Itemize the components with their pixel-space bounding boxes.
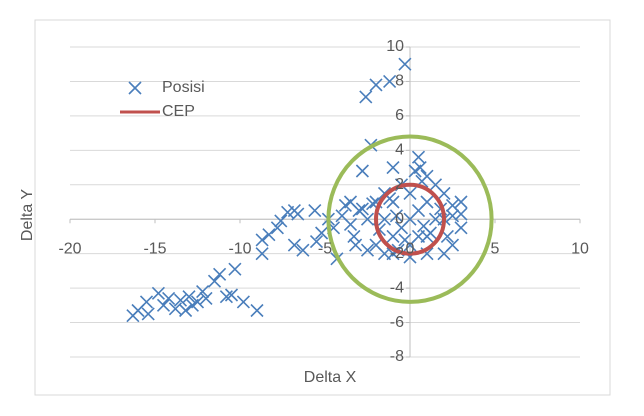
legend-label: CEP xyxy=(162,103,195,120)
marker xyxy=(355,202,369,216)
y-tick-label: -4 xyxy=(390,279,404,296)
marker xyxy=(315,226,329,240)
marker xyxy=(408,164,422,178)
marker xyxy=(343,195,358,209)
marker xyxy=(308,204,322,218)
marker xyxy=(291,207,305,221)
marker xyxy=(360,212,375,226)
marker xyxy=(219,290,233,304)
marker xyxy=(250,303,264,318)
marker xyxy=(141,307,155,321)
marker xyxy=(262,228,276,242)
marker xyxy=(274,214,288,228)
x-tick-label: 10 xyxy=(571,240,589,257)
marker xyxy=(270,221,284,235)
circle xyxy=(326,134,494,304)
marker xyxy=(190,295,205,309)
marker xyxy=(309,235,324,249)
marker xyxy=(454,195,468,209)
x-tick-label: -5 xyxy=(318,240,332,257)
marker xyxy=(207,274,222,288)
legend-label: Posisi xyxy=(162,79,205,96)
y-tick-label: 0 xyxy=(395,210,404,227)
y-tick-label: 4 xyxy=(395,142,404,159)
marker xyxy=(228,262,242,276)
marker xyxy=(199,291,213,306)
marker xyxy=(423,226,437,240)
marker xyxy=(179,303,193,318)
x-tick-label: 0 xyxy=(406,240,415,257)
marker xyxy=(156,298,171,312)
marker xyxy=(386,160,400,175)
marker xyxy=(398,233,412,247)
chart-border xyxy=(34,19,611,396)
marker xyxy=(213,267,227,281)
marker xyxy=(383,74,397,89)
marker xyxy=(389,209,403,223)
marker xyxy=(151,286,165,300)
y-tick-label: 8 xyxy=(395,73,404,90)
marker xyxy=(173,293,188,307)
marker xyxy=(128,81,142,95)
y-axis-title: Delta Y xyxy=(19,189,36,242)
y-tick-label: -8 xyxy=(390,348,404,365)
marker xyxy=(369,78,383,92)
x-tick-label: -10 xyxy=(228,240,251,257)
y-tick-label: -6 xyxy=(390,314,404,331)
marker xyxy=(162,291,176,306)
marker xyxy=(359,90,373,104)
y-tick-label: 10 xyxy=(386,38,404,55)
marker xyxy=(360,243,375,257)
marker xyxy=(139,295,154,309)
x-tick-label: -15 xyxy=(143,240,166,257)
circle xyxy=(374,182,446,256)
marker xyxy=(420,195,434,209)
marker xyxy=(437,186,451,200)
marker xyxy=(343,217,358,231)
marker xyxy=(454,207,468,221)
y-tick-label: 2 xyxy=(395,176,404,193)
marker xyxy=(255,247,269,261)
marker xyxy=(411,150,426,164)
marker xyxy=(296,243,310,257)
y-tick-label: -2 xyxy=(390,245,404,262)
x-tick-label: -20 xyxy=(58,240,81,257)
marker xyxy=(196,284,210,299)
marker xyxy=(182,290,196,304)
marker xyxy=(445,209,460,223)
marker xyxy=(377,212,392,226)
marker xyxy=(454,221,468,235)
marker xyxy=(255,233,269,247)
marker xyxy=(224,288,239,302)
x-tick-label: 5 xyxy=(491,240,500,257)
marker xyxy=(236,295,250,309)
marker xyxy=(287,238,301,252)
x-axis-title: Delta X xyxy=(304,369,357,386)
marker xyxy=(349,238,363,252)
marker xyxy=(437,247,451,261)
marker xyxy=(386,229,400,244)
marker xyxy=(411,229,426,244)
marker xyxy=(355,164,369,178)
y-tick-label: 6 xyxy=(395,107,404,124)
marker xyxy=(398,57,412,71)
